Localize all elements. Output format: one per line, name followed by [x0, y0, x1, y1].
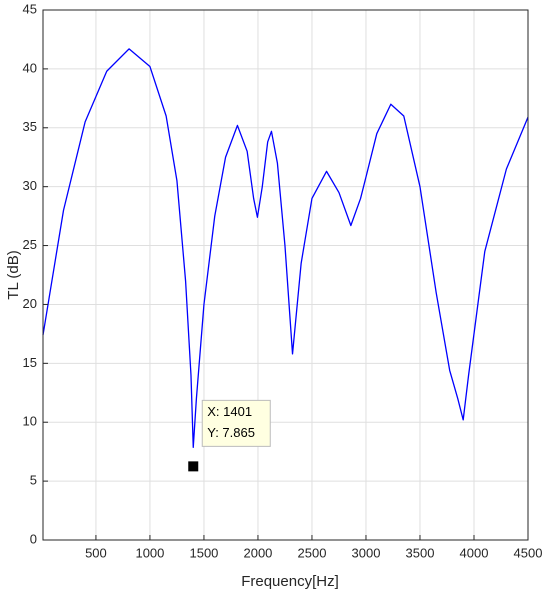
x-tick-label: 2500 [298, 545, 327, 560]
x-tick-label: 1000 [135, 545, 164, 560]
x-tick-label: 3000 [352, 545, 381, 560]
data-line [42, 48, 529, 449]
y-tick-label: 45 [23, 1, 37, 16]
y-tick-label: 0 [30, 531, 37, 546]
x-tick-label: 500 [85, 545, 107, 560]
plot-area [43, 10, 528, 540]
x-tick-label: 4500 [514, 545, 543, 560]
y-axis-label: TL (dB) [5, 250, 22, 299]
x-tick-label: 2000 [243, 545, 272, 560]
y-tick-label: 30 [23, 178, 37, 193]
x-tick-label: 1500 [189, 545, 218, 560]
datatip-label: Y: 7.865 [207, 425, 255, 440]
x-axis-label: Frequency[Hz] [241, 573, 339, 590]
datatip-marker [188, 461, 199, 472]
y-tick-label: 40 [23, 60, 37, 75]
x-tick-label: 3500 [406, 545, 435, 560]
y-tick-label: 5 [30, 473, 37, 488]
x-tick-label: 4000 [460, 545, 489, 560]
y-tick-label: 35 [23, 119, 37, 134]
y-tick-label: 15 [23, 355, 37, 370]
datatip: X: 1401 Y: 7.865 [201, 399, 271, 447]
y-tick-label: 20 [23, 296, 37, 311]
datatip-label: X: 1401 [207, 404, 252, 419]
axes-box [42, 9, 529, 541]
datatip-box [201, 399, 271, 447]
y-tick-label: 10 [23, 414, 37, 429]
y-tick-label: 25 [23, 237, 37, 252]
